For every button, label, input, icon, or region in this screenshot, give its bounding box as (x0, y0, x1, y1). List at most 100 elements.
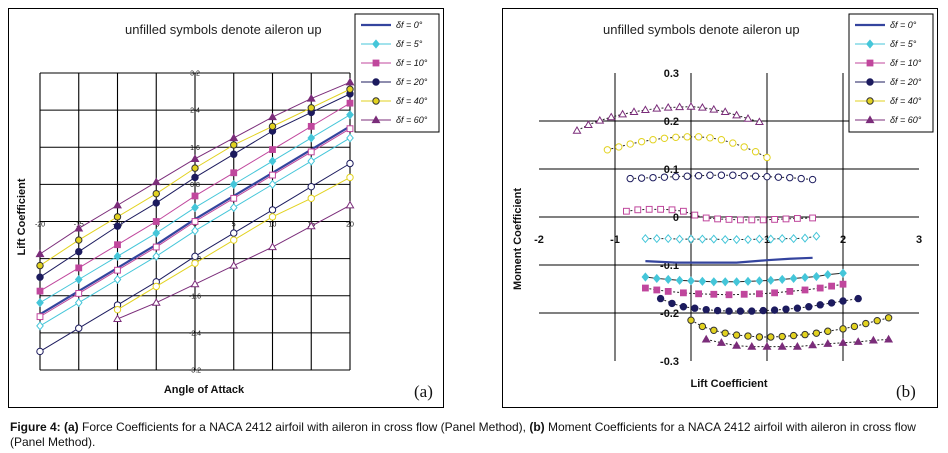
data-series (35, 77, 355, 258)
data-point (755, 333, 764, 341)
data-point (683, 133, 691, 141)
legend-marker (372, 39, 380, 49)
chart-note: unfilled symbols denote aileron up (603, 22, 800, 37)
legend-item: δf = 40° (855, 96, 922, 106)
data-point (75, 290, 83, 297)
data-point (306, 93, 316, 102)
legend-item: δf = 60° (361, 115, 428, 125)
data-point (839, 325, 847, 333)
legend-box (848, 13, 934, 133)
data-point (672, 172, 680, 181)
data-point (36, 298, 44, 308)
data-point (782, 215, 790, 223)
data-series (626, 171, 817, 184)
data-point (230, 236, 238, 244)
legend-marker (866, 59, 874, 67)
data-point (668, 299, 676, 308)
data-point (114, 241, 121, 249)
data-point (801, 286, 809, 294)
data-point (755, 276, 764, 286)
data-point (812, 231, 821, 241)
legend-label: δf = 40° (396, 96, 428, 106)
x-tick-label: 20 (346, 222, 354, 229)
data-point (862, 319, 870, 328)
data-point (713, 306, 722, 315)
data-series (36, 85, 354, 270)
data-point (740, 290, 748, 298)
legend: δf = 0° δf = 5° δf = 10° δf = 20° δf = 40° δf… (848, 13, 934, 133)
y-tick-label: -0.2 (660, 308, 679, 320)
legend-label: δf = 20° (890, 77, 922, 87)
data-point (770, 306, 779, 314)
data-point (229, 260, 239, 269)
data-point (766, 275, 775, 285)
data-point (763, 153, 771, 162)
data-point (618, 109, 628, 118)
data-point (74, 274, 83, 285)
data-point (641, 234, 650, 244)
data-point (675, 102, 685, 111)
caption-b-text: Moment Coefficients for a NACA 2412 airf… (10, 420, 916, 449)
data-point (751, 148, 760, 156)
data-point (191, 173, 199, 182)
data-point (583, 120, 593, 128)
data-series (36, 133, 354, 331)
data-series (36, 99, 354, 295)
data-point (269, 146, 276, 153)
data-point (346, 159, 354, 168)
data-point (113, 274, 122, 285)
x-axis-label: Lift Coefficient (691, 378, 768, 390)
data-point (36, 321, 44, 331)
data-point (675, 275, 684, 285)
data-point (763, 172, 771, 181)
data-series (687, 314, 893, 341)
data-point (637, 174, 646, 182)
legend-label: δf = 10° (396, 58, 428, 68)
data-point (652, 103, 662, 112)
data-point (268, 179, 277, 189)
data-point (307, 122, 315, 130)
data-point (36, 287, 44, 295)
legend-label: δf = 40° (890, 96, 922, 106)
legend-item: δf = 60° (855, 115, 922, 125)
data-point (152, 228, 161, 238)
x-tick-label: -5 (153, 222, 159, 229)
data-point (762, 342, 772, 350)
data-point (709, 104, 719, 113)
data-point (190, 154, 200, 162)
data-point (152, 199, 160, 207)
data-point (686, 102, 696, 110)
data-point (744, 332, 752, 340)
data-point (346, 125, 354, 133)
data-point (808, 175, 817, 184)
legend-item: δf = 20° (855, 77, 922, 87)
y-tick-label: -0.3 (660, 356, 679, 368)
x-tick-label: -1 (610, 234, 620, 246)
data-point (75, 324, 83, 332)
data-point (740, 172, 748, 180)
data-point (816, 284, 824, 292)
data-point (725, 216, 733, 223)
y-tick-label: -1.6 (189, 293, 201, 300)
data-point (743, 114, 753, 122)
data-point (269, 171, 276, 179)
legend: δf = 0° δf = 5° δf = 10° δf = 20° δf = 40° δf… (354, 13, 440, 133)
legend-label: δf = 60° (396, 115, 428, 125)
caption-a-text: Force Coefficients for a NACA 2412 airfo… (78, 420, 530, 434)
data-point (706, 171, 714, 179)
x-tick-label: 3 (916, 234, 922, 246)
legend-marker (372, 59, 380, 67)
y-tick-label: 0.1 (664, 164, 679, 176)
data-point (623, 207, 630, 215)
data-point (268, 213, 277, 221)
legend-marker (371, 115, 381, 124)
y-tick-label: 0 (673, 212, 679, 224)
data-point (230, 194, 238, 202)
data-point (709, 277, 718, 287)
data-point (664, 274, 673, 284)
data-point (873, 316, 881, 325)
data-point (606, 112, 616, 121)
data-series (656, 294, 862, 315)
data-point (778, 332, 786, 341)
data-point (645, 205, 653, 213)
